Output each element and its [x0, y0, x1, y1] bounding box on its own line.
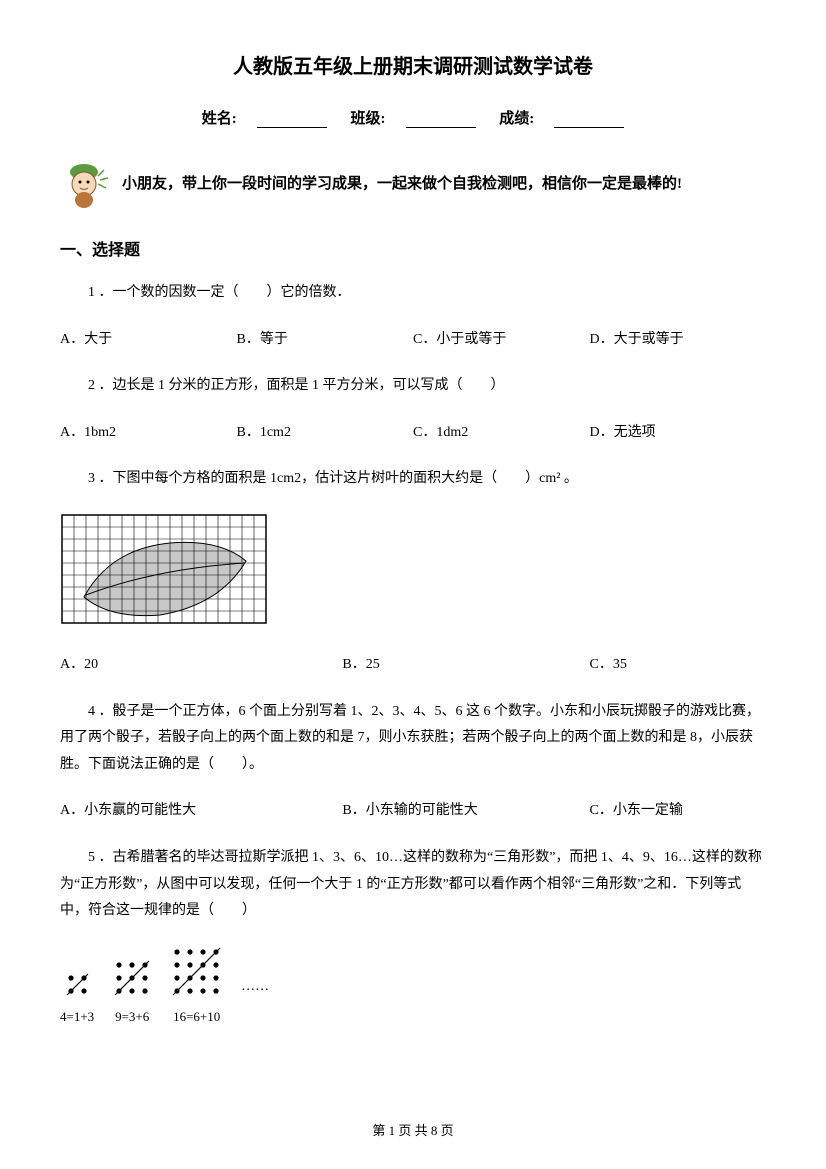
q3-option-b[interactable]: B．25 [342, 652, 589, 679]
class-label: 班级: [351, 111, 386, 127]
student-info-line: 姓名: 班级: 成绩: [60, 107, 766, 128]
ellipsis: …… [241, 979, 269, 1025]
leaf-grid-figure [60, 513, 766, 632]
question-3-options: A．20 B．25 C．35 [60, 652, 766, 679]
question-3: 3 ．下图中每个方格的面积是 1cm2，估计这片树叶的面积大约是（ ）cm² 。 [60, 466, 766, 493]
name-label: 姓名: [202, 111, 237, 127]
exam-title: 人教版五年级上册期末调研测试数学试卷 [60, 50, 766, 79]
tri-label-2: 9=3+6 [112, 1009, 152, 1025]
q1-option-b[interactable]: B．等于 [237, 327, 414, 354]
tri-label-3: 16=6+10 [170, 1009, 223, 1025]
q3-option-a[interactable]: A．20 [60, 652, 342, 679]
encouragement-text: 小朋友，带上你一段时间的学习成果，一起来做个自我检测吧，相信你一定是最棒的! [122, 172, 682, 196]
score-blank[interactable] [554, 112, 624, 128]
q1-option-c[interactable]: C．小于或等于 [413, 327, 590, 354]
question-2-options: A．1bm2 B．1cm2 C．1dm2 D．无选项 [60, 420, 766, 447]
mascot-icon [60, 158, 112, 210]
question-2: 2 ．边长是 1 分米的正方形，面积是 1 平方分米，可以写成（ ） [60, 373, 766, 400]
question-1-options: A．大于 B．等于 C．小于或等于 D．大于或等于 [60, 327, 766, 354]
q2-option-a[interactable]: A．1bm2 [60, 420, 237, 447]
triangular-diagrams: 4=1+3 9=3+6 16=6+10 …… [60, 945, 766, 1025]
q4-option-a[interactable]: A．小东赢的可能性大 [60, 798, 342, 825]
q3-option-c[interactable]: C．35 [589, 652, 766, 679]
tri-label-1: 4=1+3 [60, 1009, 94, 1025]
tri-diagram-3 [112, 958, 152, 998]
q2-option-b[interactable]: B．1cm2 [237, 420, 414, 447]
page-footer: 第 1 页 共 8 页 [0, 1120, 826, 1139]
score-label: 成绩: [499, 111, 534, 127]
q2-option-d[interactable]: D．无选项 [590, 420, 767, 447]
class-blank[interactable] [406, 112, 476, 128]
question-4: 4 ．骰子是一个正方体，6 个面上分别写着 1、2、3、4、5、6 这 6 个数… [60, 699, 766, 779]
name-blank[interactable] [257, 112, 327, 128]
question-5: 5 ．古希腊著名的毕达哥拉斯学派把 1、3、6、10…这样的数称为“三角形数”，… [60, 845, 766, 925]
q1-option-d[interactable]: D．大于或等于 [590, 327, 767, 354]
question-1: 1 ．一个数的因数一定（ ）它的倍数． [60, 280, 766, 307]
section-1-heading: 一、选择题 [60, 236, 766, 260]
q4-option-b[interactable]: B．小东输的可能性大 [342, 798, 589, 825]
q2-option-c[interactable]: C．1dm2 [413, 420, 590, 447]
q4-option-c[interactable]: C．小东一定输 [589, 798, 766, 825]
q1-option-a[interactable]: A．大于 [60, 327, 237, 354]
question-4-options: A．小东赢的可能性大 B．小东输的可能性大 C．小东一定输 [60, 798, 766, 825]
tri-diagram-2 [64, 971, 91, 998]
tri-diagram-4 [170, 945, 223, 998]
